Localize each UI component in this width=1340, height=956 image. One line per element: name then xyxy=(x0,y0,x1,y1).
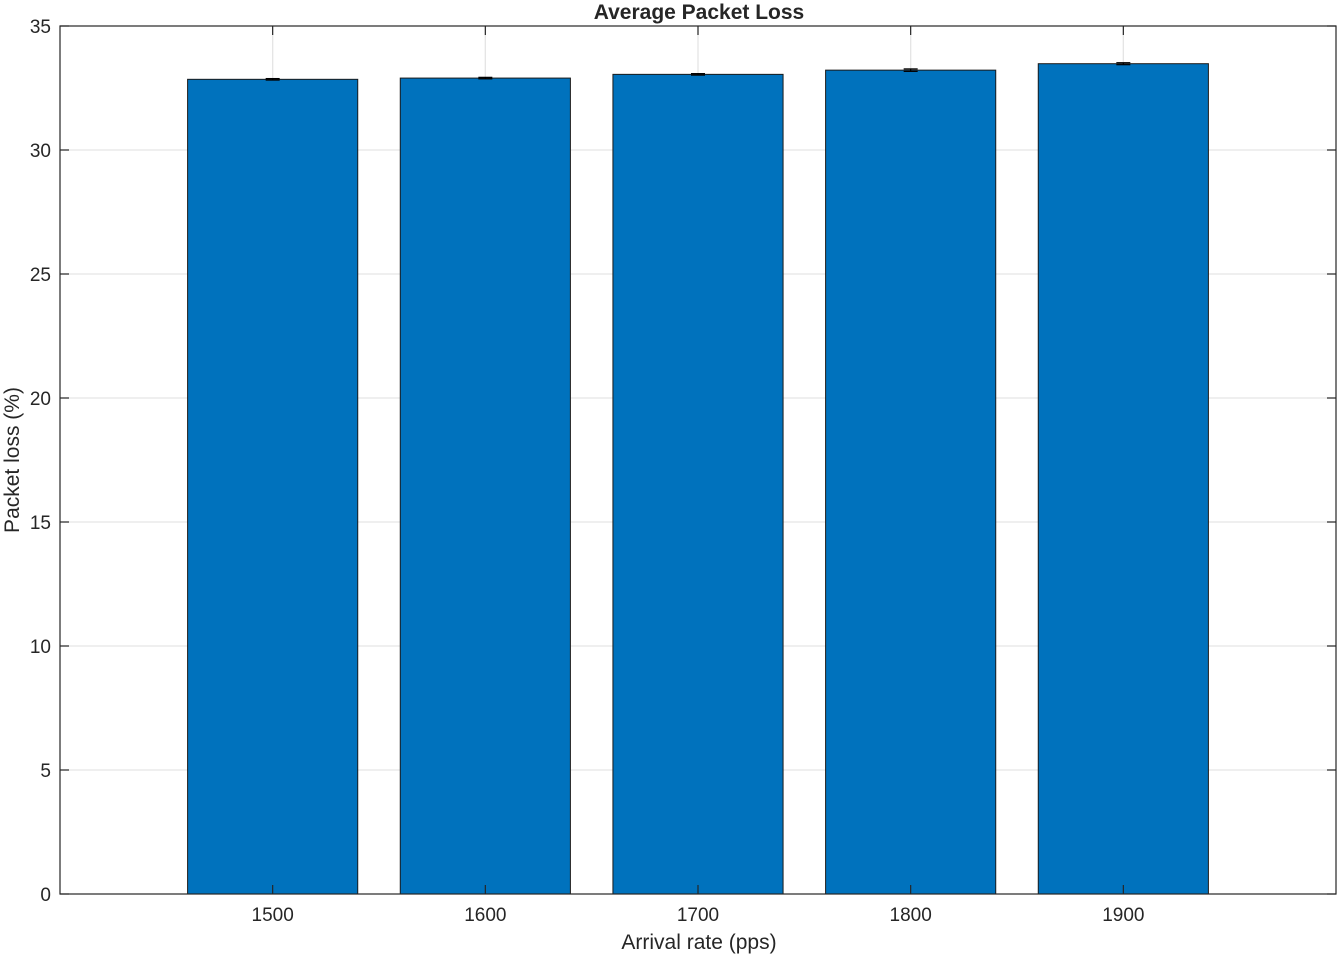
y-tick-label: 20 xyxy=(30,389,51,410)
y-tick-label: 25 xyxy=(30,265,51,286)
bar xyxy=(825,69,997,895)
x-tick-label: 1700 xyxy=(677,905,719,926)
bars xyxy=(187,63,1209,895)
x-tick-label: 1800 xyxy=(890,905,932,926)
y-tick-label: 30 xyxy=(30,141,51,162)
bar xyxy=(399,77,571,895)
x-axis-label: Arrival rate (pps) xyxy=(621,931,776,954)
bar xyxy=(187,78,359,895)
y-axis-label: Packet loss (%) xyxy=(1,387,24,533)
x-axis-ticks: 1500 1600 1700 1800 1900 xyxy=(252,26,1144,926)
y-tick-label: 0 xyxy=(40,885,51,906)
bar xyxy=(1037,63,1209,895)
x-tick-label: 1600 xyxy=(464,905,506,926)
y-tick-label: 10 xyxy=(30,637,51,658)
y-tick-label: 5 xyxy=(40,761,51,782)
y-axis-ticks: 0 5 10 15 20 25 30 35 xyxy=(30,17,1336,906)
error-bars xyxy=(265,62,1131,81)
chart-title: Average Packet Loss xyxy=(594,1,805,24)
x-tick-label: 1500 xyxy=(252,905,294,926)
y-tick-label: 35 xyxy=(30,17,51,38)
bar xyxy=(612,73,784,895)
y-tick-label: 15 xyxy=(30,513,51,534)
x-tick-label: 1900 xyxy=(1102,905,1144,926)
